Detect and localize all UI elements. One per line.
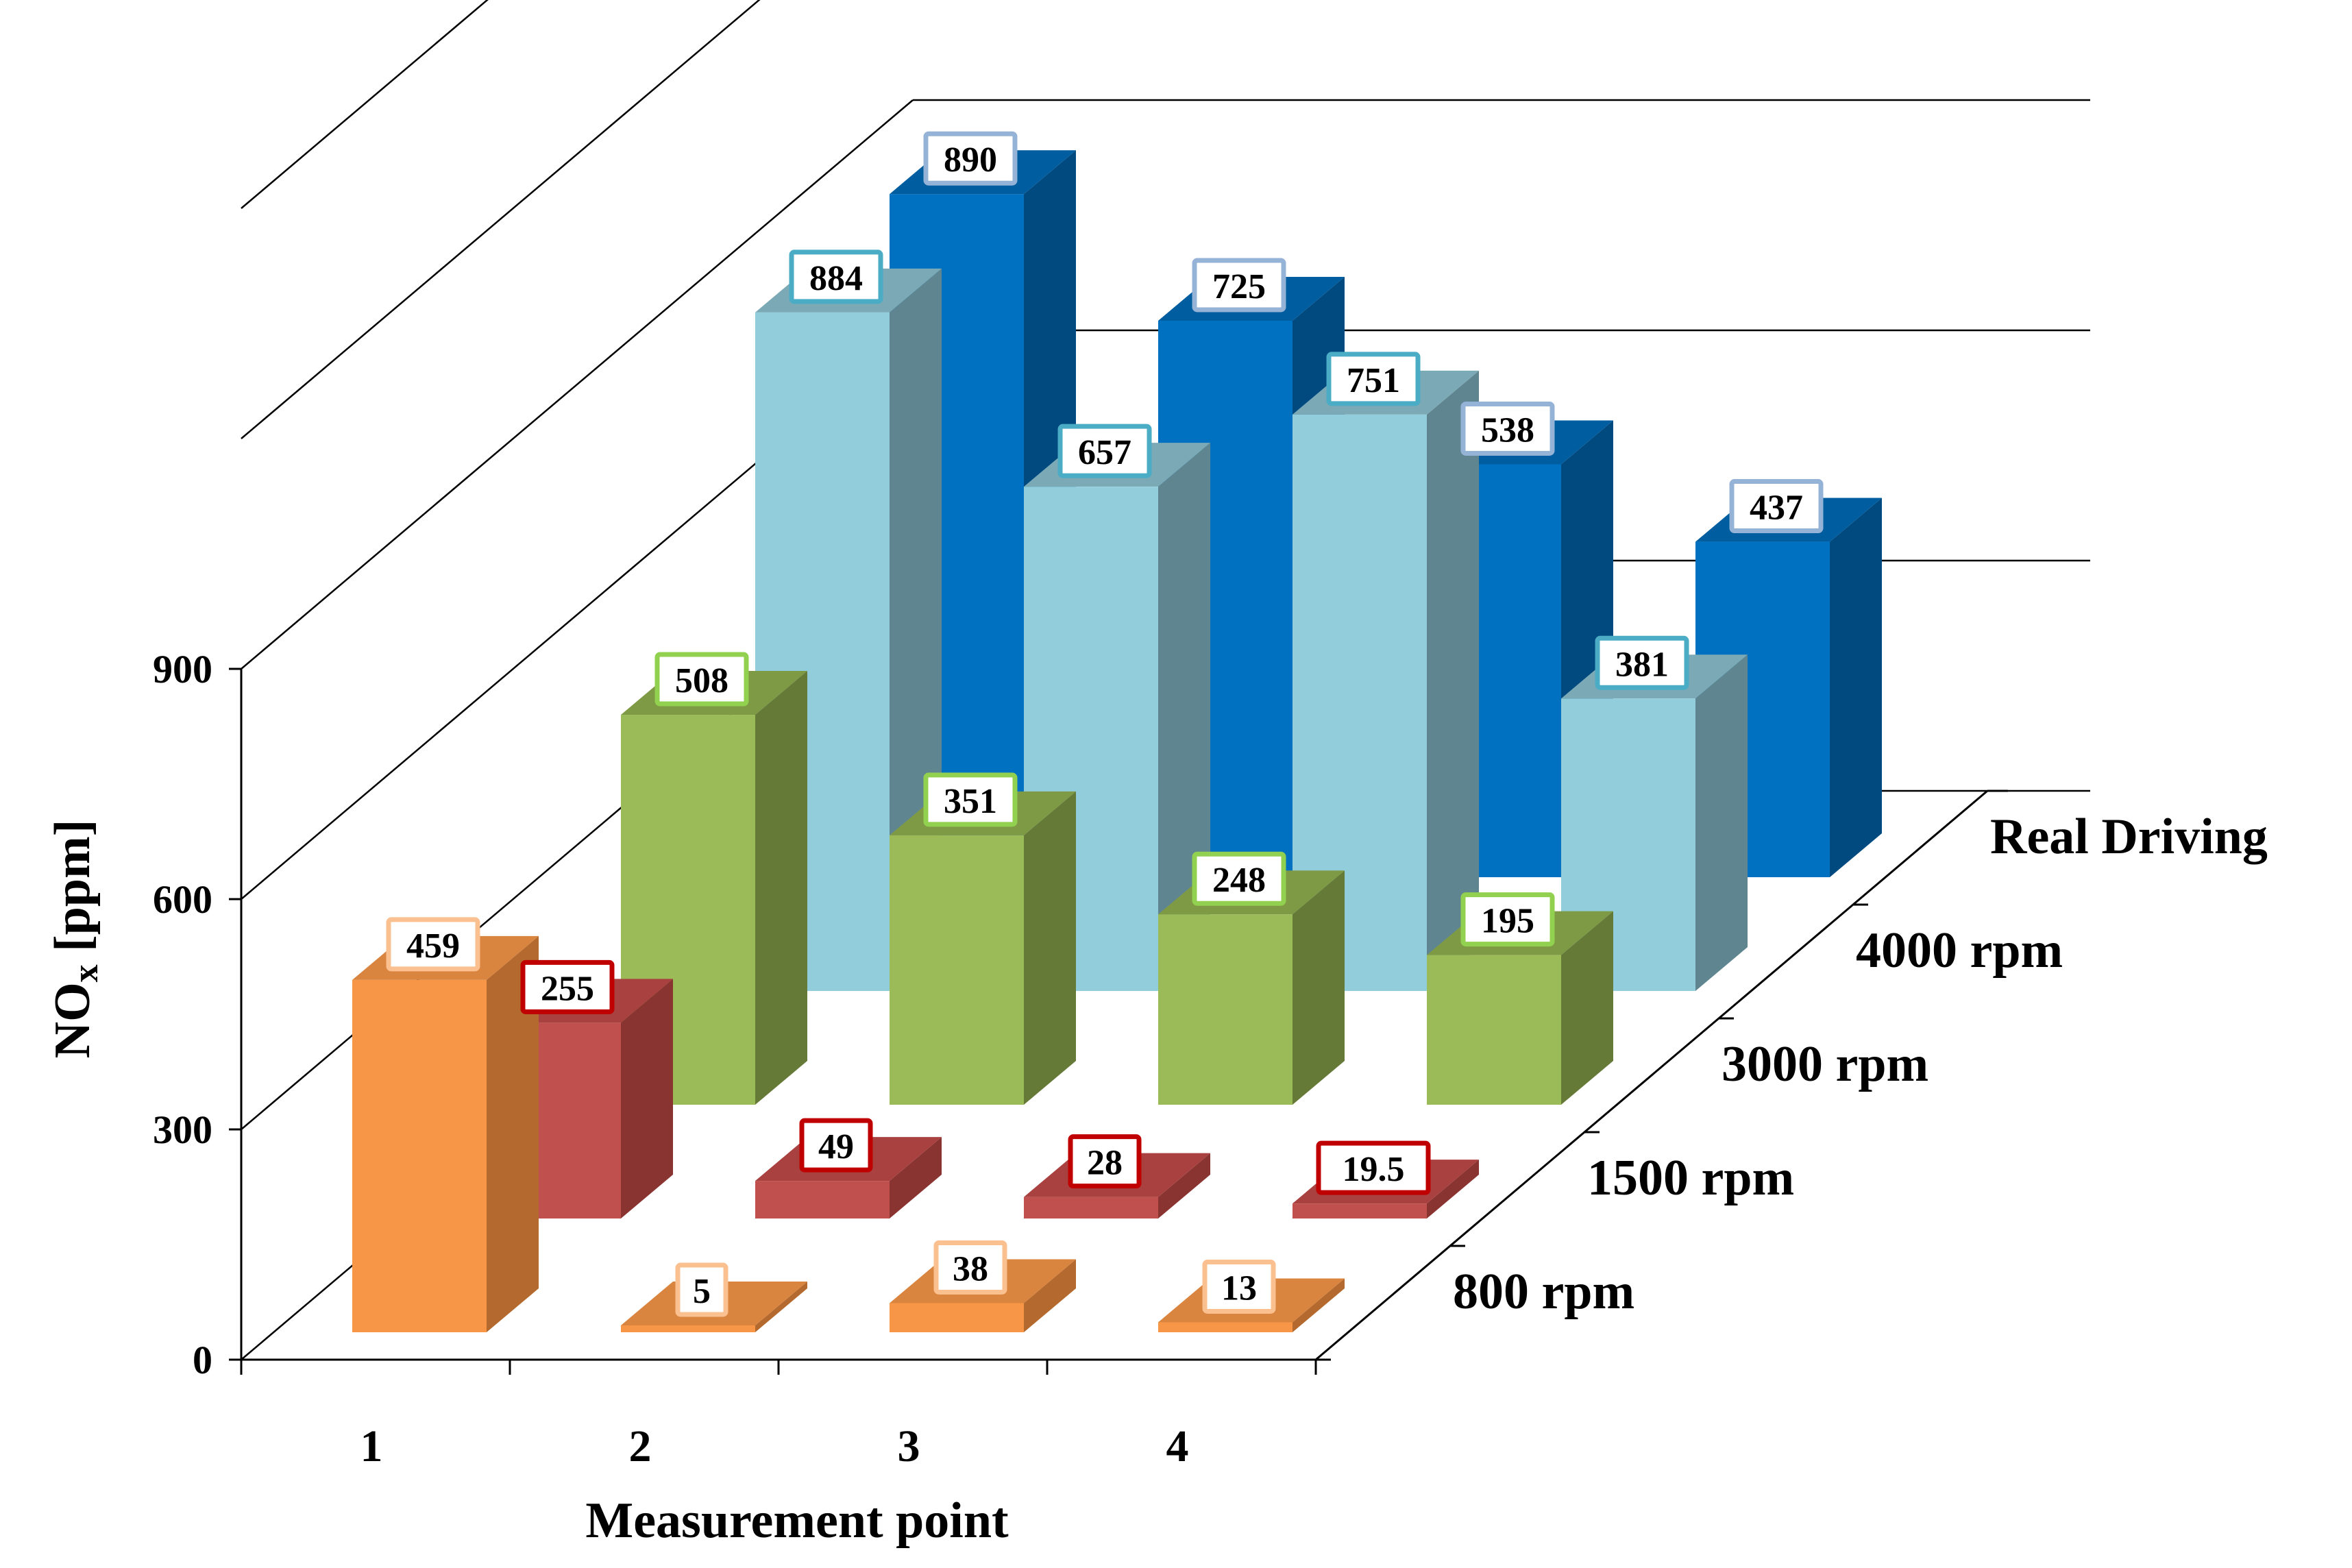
data-label-box xyxy=(1460,401,1555,456)
bar-side xyxy=(487,935,539,1332)
data-label: 19.5 xyxy=(1343,1150,1405,1189)
bar-side xyxy=(1561,911,1613,1105)
data-label: 49 xyxy=(818,1127,854,1166)
data-label-box xyxy=(1068,1134,1142,1189)
bar xyxy=(1427,911,1613,1105)
data-label-box xyxy=(1729,479,1824,534)
data-label-box xyxy=(654,652,749,707)
bar-side xyxy=(755,1282,807,1332)
data-label: 255 xyxy=(541,969,594,1008)
bar-side xyxy=(1158,1153,1210,1218)
data-label: 351 xyxy=(944,782,997,821)
bar-front xyxy=(1158,1322,1293,1332)
side-gridline xyxy=(241,0,761,439)
data-label-box xyxy=(386,917,480,972)
x-tick-label: 3 xyxy=(898,1421,920,1471)
data-label-box xyxy=(1326,352,1421,406)
bar-side xyxy=(1695,654,1748,991)
data-label: 884 xyxy=(809,259,863,298)
data-label: 28 xyxy=(1087,1144,1123,1183)
data-label-box xyxy=(789,249,883,304)
bar xyxy=(890,791,1076,1105)
data-label-box xyxy=(520,959,615,1014)
data-label: 751 xyxy=(1347,361,1400,400)
side-gridline xyxy=(241,99,914,670)
bar-front xyxy=(1293,1203,1427,1218)
x-axis-title: Measurement point xyxy=(585,1493,1009,1549)
y-tick-label: 900 xyxy=(153,647,212,691)
bar-front xyxy=(890,835,1024,1105)
x-tick-label: 4 xyxy=(1166,1421,1189,1471)
bar-side xyxy=(1293,870,1345,1105)
bar-side xyxy=(755,671,807,1105)
bar-front xyxy=(1158,914,1293,1105)
bar-side xyxy=(1427,370,1479,991)
bar-front xyxy=(755,1181,890,1218)
x-tick-label: 2 xyxy=(629,1421,652,1471)
series-label: Real Driving xyxy=(1990,809,2268,865)
x-tick-label: 1 xyxy=(360,1421,383,1471)
bar-front xyxy=(352,979,487,1332)
data-label: 381 xyxy=(1615,645,1669,684)
data-label-box xyxy=(923,772,1018,827)
bar-side xyxy=(1024,1259,1076,1332)
data-label-box xyxy=(1595,635,1689,690)
data-label: 725 xyxy=(1212,267,1266,306)
bar-side xyxy=(890,1137,942,1218)
data-label: 5 xyxy=(693,1272,711,1311)
bar-front xyxy=(1024,1197,1158,1218)
series-label: 3000 rpm xyxy=(1722,1036,1928,1092)
y-tick-label: 300 xyxy=(153,1107,212,1152)
bar-side xyxy=(1427,1160,1479,1218)
data-label: 38 xyxy=(953,1249,988,1288)
data-label: 437 xyxy=(1750,489,1803,528)
chart-data-labels: 8907255384378846577513815083512481952554… xyxy=(386,131,1824,1317)
data-label-box xyxy=(1460,892,1555,947)
bar-front xyxy=(621,1325,755,1332)
chart-axes: 0 300 600 900 1 2 3 4 800 rpm 1500 rpm 3000 rpm 400… xyxy=(153,647,2268,1471)
data-label-box xyxy=(799,1118,873,1173)
data-label: 459 xyxy=(406,927,460,966)
side-gridline xyxy=(241,0,489,209)
bar xyxy=(352,935,539,1332)
bar-side xyxy=(1830,498,1882,877)
y-tick-label: 600 xyxy=(153,877,212,922)
series-label: 800 rpm xyxy=(1453,1264,1634,1320)
bar-side xyxy=(621,979,673,1218)
data-label-box xyxy=(675,1262,728,1317)
data-label: 890 xyxy=(944,140,997,180)
data-label: 508 xyxy=(675,661,728,700)
data-label-box xyxy=(1192,851,1286,906)
data-label: 195 xyxy=(1481,902,1534,941)
series-label: 1500 rpm xyxy=(1587,1150,1794,1206)
data-label-box xyxy=(933,1240,1007,1295)
y-tick-label: 0 xyxy=(193,1338,212,1382)
y-axis-title: NOx [ppm] xyxy=(45,820,106,1059)
data-label: 538 xyxy=(1481,411,1534,450)
bar-front xyxy=(890,1303,1024,1332)
data-label: 657 xyxy=(1078,433,1131,472)
data-label: 13 xyxy=(1221,1269,1257,1308)
data-label: 248 xyxy=(1212,861,1266,900)
data-label-box xyxy=(1192,258,1286,313)
data-label-box xyxy=(1202,1259,1276,1314)
data-label-box xyxy=(1057,424,1152,478)
bar-front xyxy=(1427,955,1561,1105)
series-label: 4000 rpm xyxy=(1856,922,2063,979)
bar-side xyxy=(1293,1278,1345,1332)
depth-axis-line xyxy=(1315,789,1988,1361)
data-label-box xyxy=(923,131,1018,186)
data-label-box xyxy=(1316,1140,1431,1195)
bar-side xyxy=(1024,791,1076,1105)
